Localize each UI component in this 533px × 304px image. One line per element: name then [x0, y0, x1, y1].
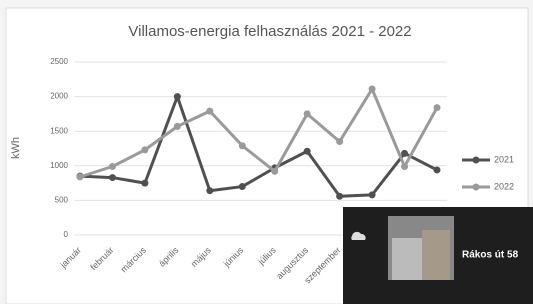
- data-point: [109, 163, 116, 170]
- y-tick-label: 2500: [50, 57, 68, 66]
- data-point: [206, 187, 213, 194]
- data-point: [369, 85, 376, 92]
- data-point: [109, 174, 116, 181]
- data-point: [239, 142, 246, 149]
- legend-marker: [473, 184, 480, 191]
- data-point: [336, 138, 343, 145]
- data-point: [174, 123, 181, 130]
- y-tick-label: 1500: [50, 126, 68, 135]
- overlay-label: Rákos út 58: [462, 250, 519, 261]
- data-point: [434, 104, 441, 111]
- data-point: [174, 93, 181, 100]
- data-point: [206, 108, 213, 115]
- thumbnail-building: [392, 238, 422, 280]
- y-tick-label: 500: [55, 196, 69, 205]
- data-point: [434, 166, 441, 173]
- data-point: [77, 173, 84, 180]
- data-point: [141, 180, 148, 187]
- data-point: [401, 150, 408, 157]
- y-tick-label: 1000: [50, 161, 68, 170]
- legend-marker: [473, 157, 480, 164]
- chart: Villamos-energia felhasználás 2021 - 202…: [0, 0, 533, 304]
- data-point: [401, 163, 408, 170]
- y-axis-label: kWh: [10, 137, 22, 159]
- data-point: [141, 146, 148, 153]
- thumbnail-building: [422, 230, 450, 280]
- data-point: [336, 193, 343, 200]
- y-tick-label: 0: [64, 230, 69, 239]
- data-point: [369, 191, 376, 198]
- data-point: [239, 183, 246, 190]
- y-tick-label: 2000: [50, 92, 68, 101]
- legend-label: 2021: [494, 154, 514, 164]
- chart-title: Villamos-energia felhasználás 2021 - 202…: [128, 23, 411, 40]
- data-point: [271, 168, 278, 175]
- legend-label: 2022: [494, 181, 514, 191]
- data-point: [304, 110, 311, 117]
- data-point: [304, 148, 311, 155]
- overlay-card[interactable]: Rákos út 58: [343, 207, 533, 304]
